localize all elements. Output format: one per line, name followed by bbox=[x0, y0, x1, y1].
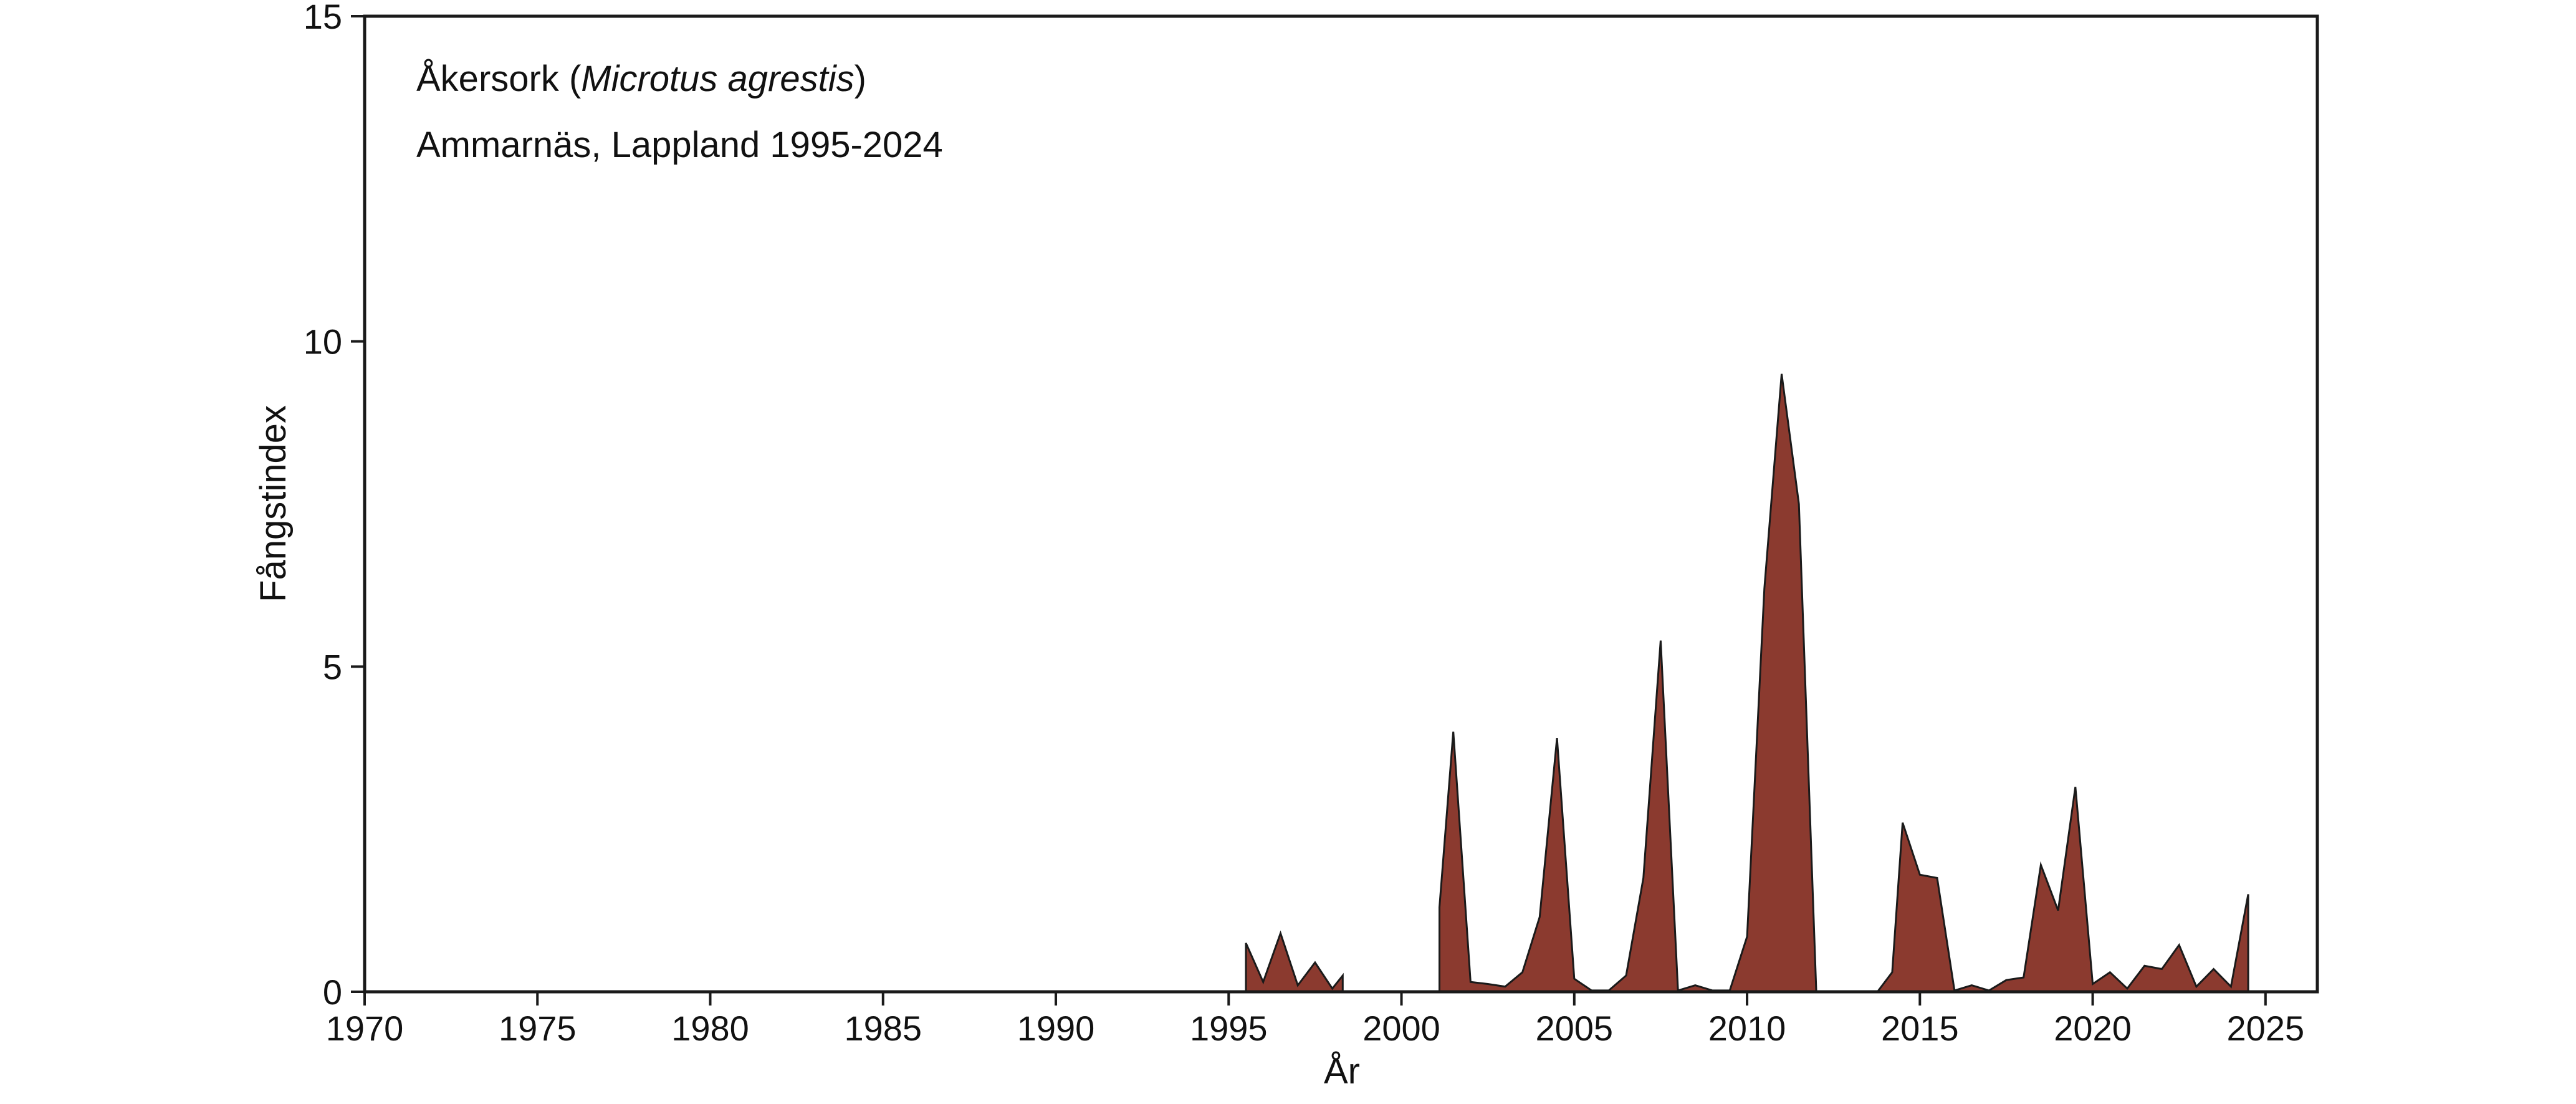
x-tick-label-1970: 1970 bbox=[326, 1009, 404, 1048]
y-tick-label-5: 5 bbox=[323, 647, 342, 686]
x-tick-label-2015: 2015 bbox=[1881, 1009, 1959, 1048]
x-tick-label-2025: 2025 bbox=[2227, 1009, 2305, 1048]
y-axis-title: Fångstindex bbox=[253, 405, 294, 602]
x-tick-label-2020: 2020 bbox=[2054, 1009, 2132, 1048]
y-tick-label-10: 10 bbox=[304, 322, 342, 362]
x-tick-label-1990: 1990 bbox=[1017, 1009, 1095, 1048]
x-tick-label-2010: 2010 bbox=[1708, 1009, 1786, 1048]
x-tick-label-1975: 1975 bbox=[499, 1009, 577, 1048]
area-segment-1 bbox=[1245, 930, 1344, 993]
x-tick-label-2005: 2005 bbox=[1536, 1009, 1614, 1048]
chart-title-prefix: Åkersork ( bbox=[416, 59, 581, 99]
chart-title: Åkersork (Microtus agrestis) bbox=[416, 59, 866, 99]
y-tick-label-0: 0 bbox=[323, 972, 342, 1012]
chart-subtitle: Ammarnäs, Lappland 1995-2024 bbox=[416, 125, 943, 165]
area-segment-3 bbox=[1877, 787, 2249, 993]
area-segment-2 bbox=[1439, 373, 1817, 993]
x-tick-label-1985: 1985 bbox=[844, 1009, 922, 1048]
x-tick-label-1980: 1980 bbox=[671, 1009, 749, 1048]
chart-title-italic: Microtus agrestis bbox=[581, 59, 854, 99]
plot-frame bbox=[363, 14, 2319, 994]
chart-title-suffix: ) bbox=[855, 59, 866, 99]
y-tick-label-15: 15 bbox=[304, 0, 342, 36]
x-axis-title: År bbox=[1324, 1051, 1360, 1092]
x-tick-label-1995: 1995 bbox=[1190, 1009, 1268, 1048]
x-tick-label-2000: 2000 bbox=[1362, 1009, 1440, 1048]
x-axis: 1970 1975 1980 1985 1990 1995 2000 2005 2010 2015… bbox=[326, 992, 2304, 1048]
area-series bbox=[1245, 373, 2249, 993]
y-axis: 0 5 10 15 bbox=[304, 0, 365, 1012]
